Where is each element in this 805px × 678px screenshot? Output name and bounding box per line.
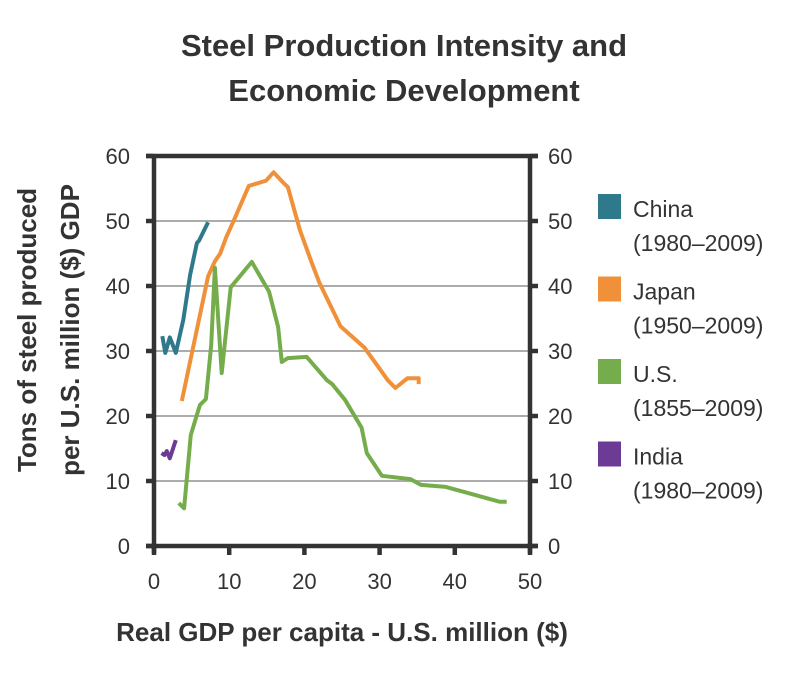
legend-swatch <box>598 194 621 219</box>
y-tick-label-left: 10 <box>106 469 130 494</box>
series-line-india <box>160 439 178 461</box>
series-line-china <box>160 221 210 355</box>
y-tick-label-left: 60 <box>106 144 130 169</box>
x-tick-label: 40 <box>443 569 467 594</box>
series-line-us <box>177 259 507 511</box>
y-tick-label-right: 50 <box>548 209 572 234</box>
y-tick-label-right: 30 <box>548 339 572 364</box>
x-tick-label: 0 <box>148 569 160 594</box>
x-tick-label: 20 <box>292 569 316 594</box>
legend-period: (1980–2009) <box>633 230 763 256</box>
y-tick-label-right: 20 <box>548 404 572 429</box>
chart-title: Steel Production Intensity and Economic … <box>181 28 627 108</box>
y-axis-label-line-2: per U.S. million ($) GDP <box>55 184 85 476</box>
legend-label: Japan <box>633 279 696 305</box>
legend-swatch <box>598 359 621 384</box>
y-tick-label-left: 50 <box>106 209 130 234</box>
y-tick-label-left: 20 <box>106 404 130 429</box>
legend-item-china: China (1980–2009) <box>598 194 763 256</box>
legend-period: (1855–2009) <box>633 395 763 421</box>
legend-item-india: India (1980–2009) <box>598 441 763 504</box>
y-tick-label-right: 60 <box>548 144 572 169</box>
series-line-japan <box>179 170 421 402</box>
tick-labels: 0 10 20 30 40 50 60 0 10 20 30 40 50 60 0 10 20 30 40 50 <box>106 144 573 594</box>
chart-title-line-1: Steel Production Intensity and <box>181 28 627 63</box>
x-axis-label: Real GDP per capita - U.S. million ($) <box>116 617 568 647</box>
legend-item-japan: Japan (1950–2009) <box>598 276 763 339</box>
series-lines <box>160 170 507 511</box>
legend-label: U.S. <box>633 361 678 387</box>
legend-label: China <box>633 196 693 222</box>
legend-period: (1950–2009) <box>633 313 763 339</box>
y-axis-label: Tons of steel produced per U.S. million … <box>12 184 85 476</box>
axes <box>146 153 538 555</box>
y-tick-label-right: 0 <box>548 534 560 559</box>
x-tick-label: 30 <box>367 569 391 594</box>
legend-label: India <box>633 444 683 470</box>
y-axis-label-line-1: Tons of steel produced <box>12 188 42 472</box>
y-tick-label-left: 0 <box>118 534 130 559</box>
legend-swatch <box>598 441 621 467</box>
chart-title-line-2: Economic Development <box>228 73 579 108</box>
x-tick-label: 50 <box>518 569 542 594</box>
y-tick-label-right: 40 <box>548 274 572 299</box>
y-tick-label-right: 10 <box>548 469 572 494</box>
y-tick-label-left: 40 <box>106 274 130 299</box>
legend-swatch <box>598 276 621 302</box>
y-tick-label-left: 30 <box>106 339 130 364</box>
legend-period: (1980–2009) <box>633 478 763 504</box>
legend-item-us: U.S. (1855–2009) <box>598 359 763 421</box>
x-tick-label: 10 <box>217 569 241 594</box>
legend: China (1980–2009) Japan (1950–2009) U.S. (185… <box>598 194 763 504</box>
